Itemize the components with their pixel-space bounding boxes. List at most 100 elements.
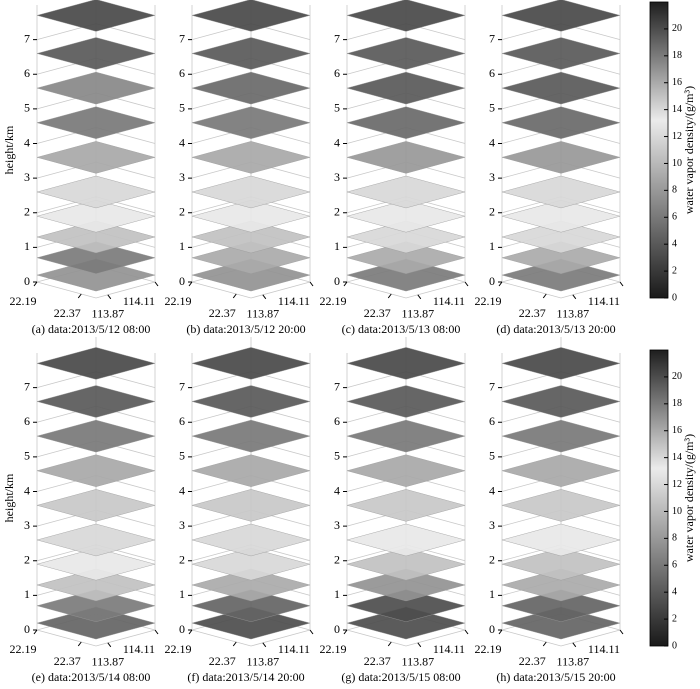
z-tick-label: 5 bbox=[489, 449, 495, 463]
slice bbox=[346, 141, 466, 174]
slice bbox=[191, 548, 311, 581]
frame-line bbox=[191, 281, 311, 299]
slice bbox=[501, 419, 621, 453]
x-tick-label: 22.19 bbox=[320, 642, 347, 656]
z-tick-label: 4 bbox=[179, 483, 185, 497]
z-tick-label: 0 bbox=[334, 274, 340, 288]
y-tick bbox=[154, 629, 159, 635]
z-tick-label: 3 bbox=[489, 518, 495, 532]
slice bbox=[346, 523, 466, 557]
slice bbox=[346, 385, 466, 418]
slice bbox=[36, 71, 156, 105]
z-tick-label: 2 bbox=[24, 553, 30, 567]
colorbar-tick-label: 18 bbox=[672, 398, 682, 409]
z-tick-label: 2 bbox=[179, 205, 185, 219]
z-tick-label: 4 bbox=[179, 135, 185, 149]
z-tick-label: 7 bbox=[489, 379, 495, 393]
slice bbox=[191, 200, 311, 233]
slice bbox=[501, 347, 621, 380]
y-tick bbox=[572, 642, 577, 648]
slice bbox=[346, 347, 466, 380]
colorbar-tick-label: 20 bbox=[672, 23, 682, 34]
y-tick-label: 114.11 bbox=[433, 642, 465, 656]
slice bbox=[191, 106, 311, 139]
colorbar-tick-label: 10 bbox=[672, 506, 682, 517]
slice bbox=[346, 175, 466, 209]
y-tick-label: 114.11 bbox=[123, 294, 155, 308]
x-tick bbox=[343, 629, 348, 635]
colorbar-tick-label: 16 bbox=[672, 425, 682, 436]
slice bbox=[191, 175, 311, 209]
caption: (a) data:2013/5/12 08:00 bbox=[32, 322, 151, 336]
z-tick-label: 2 bbox=[179, 553, 185, 567]
z-tick-label: 2 bbox=[334, 205, 340, 219]
frame-line bbox=[36, 281, 156, 299]
colorbar-tick-label: 4 bbox=[672, 238, 677, 249]
z-tick-label: 7 bbox=[334, 379, 340, 393]
slice bbox=[36, 548, 156, 581]
z-tick-label: 5 bbox=[179, 449, 185, 463]
y-tick bbox=[417, 294, 422, 300]
slice bbox=[36, 175, 156, 209]
x-tick-label: 22.37 bbox=[209, 306, 236, 320]
z-tick-label: 4 bbox=[489, 483, 495, 497]
colorbar bbox=[649, 1, 669, 299]
slice bbox=[191, 347, 311, 380]
z-tick-label: 1 bbox=[24, 239, 30, 253]
x-tick bbox=[343, 281, 348, 287]
z-tick-label: 7 bbox=[179, 379, 185, 393]
y-tick bbox=[464, 281, 469, 287]
x-tick-label: 22.37 bbox=[209, 654, 236, 668]
z-tick-label: 2 bbox=[24, 205, 30, 219]
colorbar-tick-label: 14 bbox=[672, 452, 682, 463]
colorbar-tick-label: 0 bbox=[672, 640, 677, 651]
z-tick-label: 1 bbox=[24, 587, 30, 601]
z-tick-label: 3 bbox=[179, 518, 185, 532]
z-tick-label: 2 bbox=[334, 553, 340, 567]
slice bbox=[36, 37, 156, 70]
x-tick bbox=[387, 641, 392, 647]
colorbar-tick-label: 6 bbox=[672, 212, 677, 223]
slice bbox=[191, 71, 311, 105]
x-tick-label: 22.19 bbox=[10, 294, 37, 308]
x-tick bbox=[188, 281, 193, 287]
slice bbox=[36, 200, 156, 233]
z-tick-label: 2 bbox=[489, 553, 495, 567]
x-tick bbox=[232, 641, 237, 647]
slice bbox=[501, 523, 621, 557]
x-tick-label: 22.19 bbox=[10, 642, 37, 656]
slice bbox=[501, 71, 621, 105]
y-tick-label: 113.87 bbox=[92, 307, 125, 321]
y-tick-label: 114.11 bbox=[433, 294, 465, 308]
x-tick bbox=[33, 629, 38, 635]
x-tick-label: 22.19 bbox=[475, 642, 502, 656]
x-tick-label: 22.19 bbox=[475, 294, 502, 308]
z-tick-label: 0 bbox=[179, 274, 185, 288]
slice bbox=[346, 489, 466, 522]
z-tick-label: 0 bbox=[179, 622, 185, 636]
z-tick-label: 1 bbox=[334, 239, 340, 253]
colorbar-tick-label: 18 bbox=[672, 50, 682, 61]
z-tick-label: 1 bbox=[489, 587, 495, 601]
slice bbox=[36, 0, 156, 32]
colorbar-tick-label: 14 bbox=[672, 104, 682, 115]
y-tick-label: 113.87 bbox=[247, 655, 280, 669]
z-tick-label: 4 bbox=[334, 135, 340, 149]
z-tick-label: 1 bbox=[489, 239, 495, 253]
x-tick-label: 22.37 bbox=[519, 306, 546, 320]
slice bbox=[501, 200, 621, 233]
colorbar-tick-label: 12 bbox=[672, 131, 682, 142]
z-tick-label: 5 bbox=[334, 449, 340, 463]
caption: (c) data:2013/5/13 08:00 bbox=[342, 322, 461, 336]
frame-line bbox=[501, 281, 621, 299]
x-tick-label: 22.19 bbox=[165, 642, 192, 656]
x-tick-label: 22.37 bbox=[519, 654, 546, 668]
slice bbox=[191, 0, 311, 32]
colorbar bbox=[649, 349, 669, 647]
